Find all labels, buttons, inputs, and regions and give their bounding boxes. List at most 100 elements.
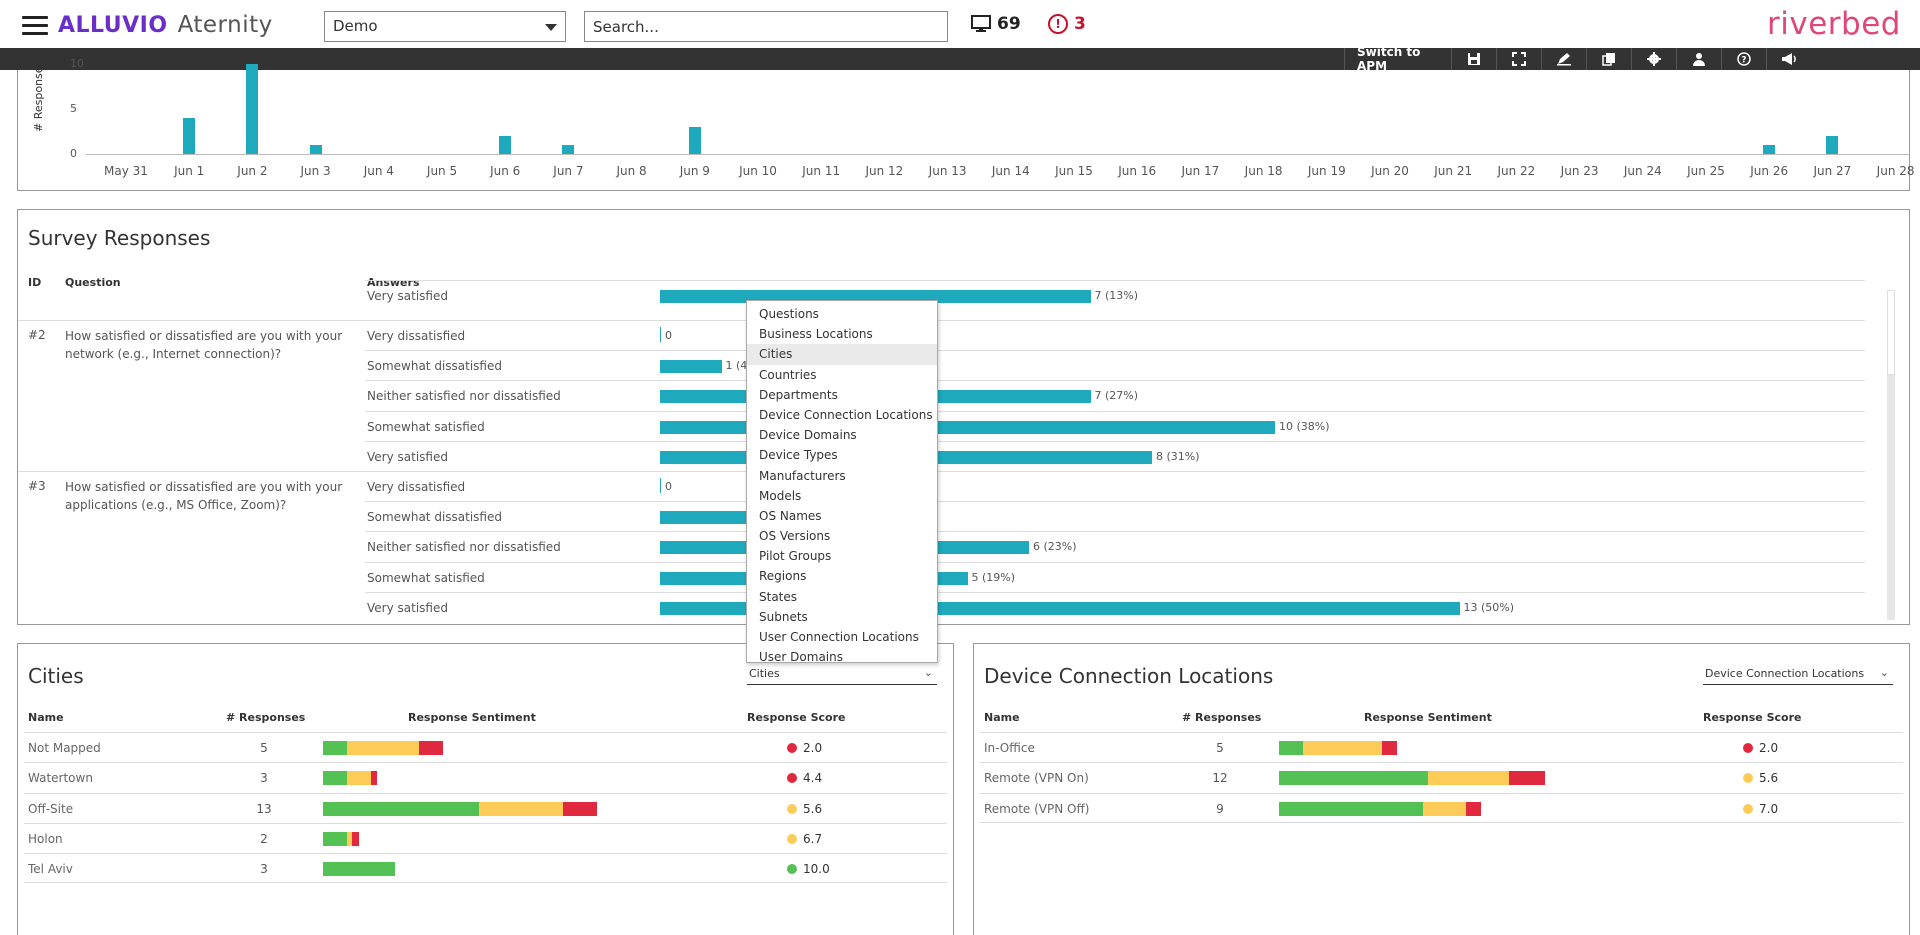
sentiment-bar[interactable] xyxy=(323,801,597,816)
account-selector[interactable]: Demo xyxy=(324,11,566,42)
answer-row[interactable]: Very dissatisfied 0 xyxy=(365,320,1865,350)
row-response-count: 9 xyxy=(1216,801,1224,816)
answer-row[interactable]: Very dissatisfied 0 xyxy=(365,471,1865,501)
app-logo[interactable]: ALLUVIO Aternity xyxy=(58,12,273,38)
dropdown-option[interactable]: OS Versions xyxy=(759,529,831,544)
help-icon[interactable]: ? xyxy=(1721,48,1766,70)
chart-bar[interactable] xyxy=(1826,136,1839,154)
dropdown-option[interactable]: Device Connection Locations xyxy=(759,407,933,422)
row-response-count: 2 xyxy=(260,831,268,846)
chart-bar[interactable] xyxy=(246,64,259,154)
brand-aternity: Aternity xyxy=(177,12,273,38)
dropdown-option[interactable]: User Domains xyxy=(759,650,843,665)
dropdown-option[interactable]: Pilot Groups xyxy=(759,549,832,564)
answer-row[interactable]: Somewhat satisfied 10 (38%) xyxy=(365,410,1865,441)
answer-row[interactable]: Very satisfied 8 (31%) xyxy=(365,440,1865,471)
column-header-responses: # Responses xyxy=(1182,711,1262,724)
answer-row[interactable]: Very satisfied 13 (50%) xyxy=(365,591,1865,622)
answer-bar[interactable] xyxy=(660,327,661,342)
dropdown-option[interactable]: User Connection Locations xyxy=(759,630,919,644)
table-row[interactable]: In-Office 5 2.0 xyxy=(980,732,1903,762)
sentiment-bar[interactable] xyxy=(323,831,359,846)
table-row[interactable]: Not Mapped 5 2.0 xyxy=(24,732,947,762)
sentiment-bar[interactable] xyxy=(1279,741,1397,755)
survey-scrollbar[interactable] xyxy=(1887,290,1895,620)
response-score: 6.7 xyxy=(787,832,822,846)
chart-bar[interactable] xyxy=(499,136,512,154)
dropdown-option[interactable]: Models xyxy=(759,488,802,503)
breakdown-selector-value: Cities xyxy=(749,667,780,680)
question-divider xyxy=(18,471,365,472)
chart-bar[interactable] xyxy=(309,145,322,154)
megaphone-icon[interactable] xyxy=(1766,48,1811,70)
chart-bar[interactable] xyxy=(1763,145,1776,154)
x-tick-label: May 31 xyxy=(104,164,148,178)
switch-to-apm-button[interactable]: Switch to APM xyxy=(1344,45,1452,73)
dropdown-option[interactable]: Regions xyxy=(759,569,807,584)
x-tick-label: Jun 14 xyxy=(991,164,1030,178)
fullscreen-icon[interactable] xyxy=(1496,48,1541,70)
breakdown-selector[interactable]: Device Connection Locations ⌄ xyxy=(1703,665,1893,685)
alert-count: 3 xyxy=(1074,14,1086,34)
column-header-responses: # Responses xyxy=(226,711,306,724)
devices-indicator[interactable]: 69 xyxy=(971,14,1021,34)
dropdown-option[interactable]: Questions xyxy=(759,307,819,321)
table-row[interactable]: Holon 2 6.7 xyxy=(24,822,947,853)
answer-row[interactable]: Neither satisfied nor dissatisfied 6 (23%… xyxy=(365,531,1865,561)
answer-bar[interactable] xyxy=(660,360,722,374)
chart-bar[interactable] xyxy=(688,127,701,154)
user-icon[interactable] xyxy=(1676,48,1721,70)
sentiment-bar[interactable] xyxy=(323,862,395,877)
gear-icon[interactable] xyxy=(1631,48,1676,70)
table-row[interactable]: Off-Site 13 5.6 xyxy=(24,792,947,823)
response-score: 10.0 xyxy=(787,862,830,876)
answer-bar[interactable] xyxy=(660,289,1091,303)
scrollbar-thumb[interactable] xyxy=(1887,290,1895,375)
dropdown-option[interactable]: Device Domains xyxy=(759,428,857,443)
answer-row[interactable]: Somewhat dissatisfied2 (8%) xyxy=(365,501,1865,531)
search-input[interactable] xyxy=(584,11,948,42)
dropdown-option[interactable]: States xyxy=(759,589,798,604)
sentiment-bar[interactable] xyxy=(323,741,443,755)
chart-bar[interactable] xyxy=(183,118,196,154)
answer-value: 6 (23%) xyxy=(1033,540,1077,554)
answer-row[interactable]: Somewhat dissatisfied 1 (4%) xyxy=(365,350,1865,380)
breakdown-selector[interactable]: Cities ⌄ xyxy=(747,665,937,685)
negative-segment xyxy=(371,771,377,786)
table-row[interactable]: Remote (VPN Off) 9 7.0 xyxy=(980,792,1903,823)
sentiment-bar[interactable] xyxy=(1279,771,1546,786)
breakdown-dropdown-menu: Questions Business Locations Cities Countri… xyxy=(746,300,938,664)
dropdown-option[interactable]: Business Locations xyxy=(759,327,873,342)
monitor-icon xyxy=(971,15,991,32)
positive-segment xyxy=(323,801,479,816)
answer-bar[interactable] xyxy=(660,478,661,493)
dropdown-option[interactable]: Subnets xyxy=(759,609,808,624)
answer-row[interactable]: Somewhat satisfied 5 (19%) xyxy=(365,561,1865,592)
positive-segment xyxy=(323,862,395,877)
breakdown-selector-value: Device Connection Locations xyxy=(1705,667,1865,680)
table-row[interactable]: Remote (VPN On) 12 5.6 xyxy=(980,762,1903,792)
edit-icon[interactable] xyxy=(1541,48,1586,70)
column-header-sentiment: Response Sentiment xyxy=(408,711,536,724)
row-name: Remote (VPN Off) xyxy=(984,801,1090,816)
dropdown-option[interactable]: OS Names xyxy=(759,508,822,523)
x-tick-label: Jun 6 xyxy=(490,164,521,178)
chart-bar[interactable] xyxy=(562,145,575,154)
answer-row[interactable]: Neither satisfied nor dissatisfied 7 (27%… xyxy=(365,380,1865,410)
dropdown-option[interactable]: Manufacturers xyxy=(759,468,846,483)
row-response-count: 5 xyxy=(1216,741,1224,755)
alerts-indicator[interactable]: ! 3 xyxy=(1048,14,1086,34)
table-row[interactable]: Tel Aviv 3 10.0 xyxy=(24,853,947,884)
sentiment-bar[interactable] xyxy=(1279,801,1481,816)
sentiment-bar[interactable] xyxy=(323,771,377,786)
dropdown-option[interactable]: Countries xyxy=(759,367,817,382)
dropdown-option[interactable]: Departments xyxy=(759,387,838,402)
hamburger-menu-icon[interactable] xyxy=(22,16,48,36)
save-icon[interactable] xyxy=(1451,48,1496,70)
table-row[interactable]: Watertown 3 4.4 xyxy=(24,762,947,792)
dropdown-option[interactable]: Cities xyxy=(747,344,937,365)
answer-value: 10 (38%) xyxy=(1279,419,1330,433)
copy-icon[interactable] xyxy=(1586,48,1631,70)
answer-row[interactable]: Very satisfied 7 (13%) xyxy=(365,279,1865,310)
dropdown-option[interactable]: Device Types xyxy=(759,448,838,463)
